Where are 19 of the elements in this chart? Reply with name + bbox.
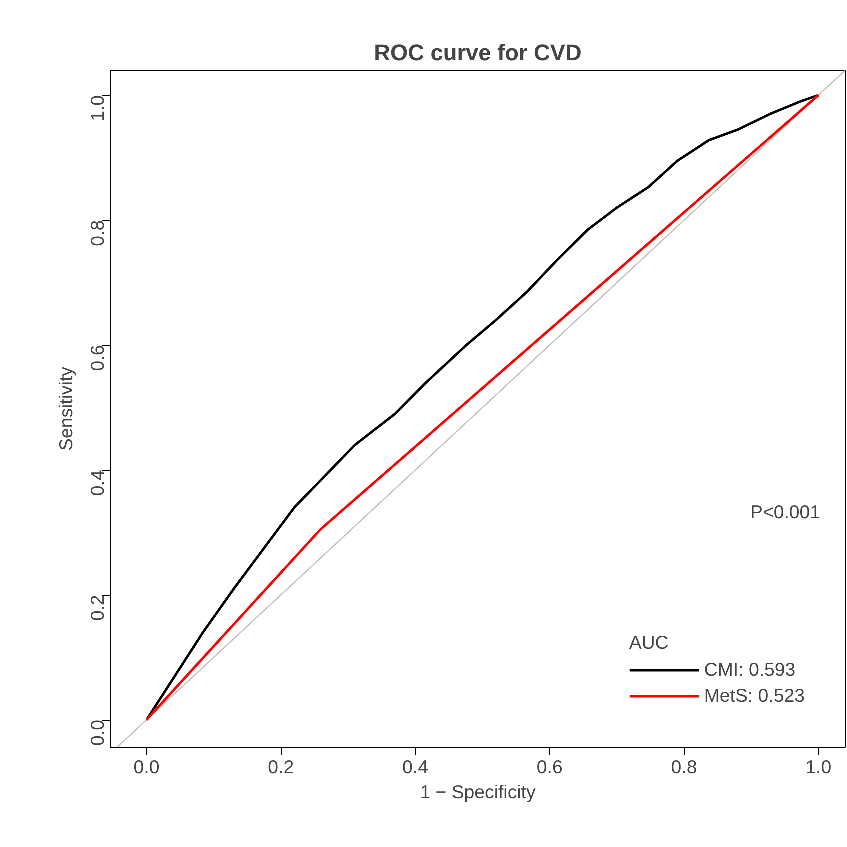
annotation: P<0.001	[750, 502, 821, 522]
y-axis-title: Sensitivity	[56, 366, 76, 451]
y-tick-label: 0.8	[87, 220, 108, 246]
x-tick-label: 0.8	[671, 756, 698, 778]
y-tick-label: 0.2	[87, 595, 108, 622]
x-tick-label: 0.6	[536, 756, 563, 778]
y-tick-label: 0.0	[87, 720, 108, 746]
chart-title: ROC curve for CVD	[374, 40, 582, 66]
y-tick-label: 0.6	[87, 345, 108, 372]
x-axis-title: 1 − Specificity	[420, 782, 536, 802]
x-tick-label: 0.4	[402, 756, 428, 778]
x-tick-label: 0.0	[134, 756, 160, 778]
y-tick-label: 1.0	[87, 95, 108, 122]
legend-label: MetS: 0.523	[704, 685, 805, 707]
y-tick-label: 0.4	[87, 470, 108, 496]
legend-title: AUC	[629, 632, 670, 654]
legend-label: CMI: 0.593	[704, 659, 796, 681]
x-tick-label: 0.2	[268, 756, 294, 778]
x-tick-label: 1.0	[806, 756, 832, 778]
